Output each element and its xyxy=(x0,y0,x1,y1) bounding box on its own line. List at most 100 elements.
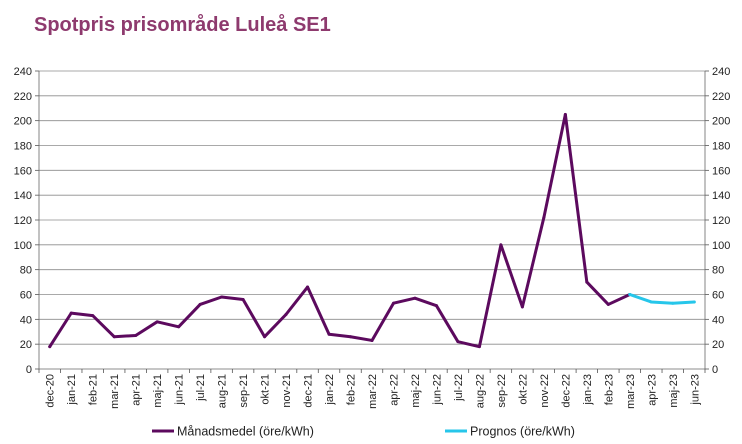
y-tick-label-left: 60 xyxy=(20,290,32,302)
data-point-prognos xyxy=(692,300,696,304)
x-tick-label: sep-21 xyxy=(238,374,250,408)
y-tick-label-right: 120 xyxy=(712,215,730,227)
x-tick-label: maj-21 xyxy=(152,374,164,408)
data-point-manadsmedel xyxy=(349,335,353,339)
y-tick-label-left: 180 xyxy=(14,141,32,153)
data-point-manadsmedel xyxy=(585,280,589,284)
y-tick-label-right: 80 xyxy=(712,265,724,277)
x-tick-label: mar-22 xyxy=(367,374,379,409)
x-tick-label: aug-21 xyxy=(217,374,229,408)
y-tick-label-right: 140 xyxy=(712,190,730,202)
chart-title: Spotpris prisområde Luleå SE1 xyxy=(34,14,331,36)
x-tick-label: jan-23 xyxy=(582,374,594,406)
data-point-manadsmedel xyxy=(241,297,245,301)
y-tick-label-right: 160 xyxy=(712,165,730,177)
data-point-manadsmedel xyxy=(177,325,181,329)
gridlines xyxy=(39,70,705,345)
x-tick-label: jul-21 xyxy=(195,374,207,402)
x-tick-label: apr-22 xyxy=(388,374,400,406)
data-point-manadsmedel xyxy=(155,320,159,324)
y-tick-label-right: 60 xyxy=(712,290,724,302)
y-tick-label-left: 100 xyxy=(14,240,32,252)
y-tick-label-right: 180 xyxy=(712,141,730,153)
series-line-manadsmedel xyxy=(48,112,632,349)
y-tick-label-right: 20 xyxy=(712,339,724,351)
y-tick-label-right: 40 xyxy=(712,314,724,326)
x-tick-label: feb-22 xyxy=(346,374,358,405)
data-point-manadsmedel xyxy=(112,335,116,339)
data-point-prognos xyxy=(671,301,675,305)
x-axis: dec-20 jan-21 feb-21 mar-21 apr-21 maj-21 jun-… xyxy=(45,374,702,409)
y-tick-label-left: 200 xyxy=(14,116,32,128)
data-point-manadsmedel xyxy=(69,311,73,315)
data-point-prognos xyxy=(628,293,632,296)
x-tick-label: jun-21 xyxy=(174,374,186,406)
y-tick-label-left: 240 xyxy=(14,66,32,78)
y-tick-label-right: 200 xyxy=(712,116,730,128)
x-tick-label: jul-22 xyxy=(453,374,465,402)
data-point-manadsmedel xyxy=(220,295,224,299)
data-point-manadsmedel xyxy=(327,332,331,336)
data-point-manadsmedel xyxy=(499,243,503,247)
x-tick-label: nov-21 xyxy=(281,374,293,408)
y-tick-label-right: 220 xyxy=(712,91,730,103)
data-point-manadsmedel xyxy=(263,335,267,339)
x-tick-label: mar-21 xyxy=(109,374,121,409)
y-tick-label-left: 80 xyxy=(20,265,32,277)
data-point-manadsmedel xyxy=(477,345,481,349)
data-point-manadsmedel xyxy=(606,302,610,306)
y-tick-label-left: 120 xyxy=(14,215,32,227)
x-tick-label: okt-21 xyxy=(260,374,272,405)
y-axis-left: 0 20 40 60 80 100 120 140 160 180 200 220 240 xyxy=(14,66,32,376)
x-tick-label: mar-23 xyxy=(625,374,637,409)
data-point-manadsmedel xyxy=(370,338,374,342)
y-tick-label-left: 140 xyxy=(14,190,32,202)
data-point-manadsmedel xyxy=(434,304,438,308)
y-tick-label-left: 40 xyxy=(20,314,32,326)
data-point-manadsmedel xyxy=(198,302,202,306)
x-tick-label: apr-21 xyxy=(131,374,143,406)
y-tick-label-left: 0 xyxy=(26,364,32,376)
x-tick-label: apr-23 xyxy=(646,374,658,406)
y-tick-label-left: 20 xyxy=(20,339,32,351)
y-tick-label-right: 100 xyxy=(712,240,730,252)
data-point-manadsmedel xyxy=(306,285,310,289)
x-tick-label: nov-22 xyxy=(539,374,551,408)
y-tick-label-left: 220 xyxy=(14,91,32,103)
legend: Månadsmedel (öre/kWh) Prognos (öre/kWh) xyxy=(152,425,575,439)
y-tick-label-left: 160 xyxy=(14,165,32,177)
x-tick-label: sep-22 xyxy=(496,374,508,408)
x-tick-label: jan-22 xyxy=(324,374,336,406)
x-tick-label: jan-21 xyxy=(66,374,78,406)
x-tick-label: feb-23 xyxy=(603,374,615,405)
x-tick-label: aug-22 xyxy=(474,374,486,408)
data-point-manadsmedel xyxy=(456,340,460,344)
x-tick-label: maj-22 xyxy=(410,374,422,408)
series-line-prognos xyxy=(628,293,696,305)
x-tick-label: dec-20 xyxy=(45,374,57,408)
axes xyxy=(35,70,709,373)
legend-label-prognos: Prognos (öre/kWh) xyxy=(470,425,575,439)
x-tick-label: dec-22 xyxy=(560,374,572,408)
data-point-manadsmedel xyxy=(520,305,524,309)
data-point-manadsmedel xyxy=(391,301,395,305)
data-point-manadsmedel xyxy=(48,345,52,349)
data-point-manadsmedel xyxy=(542,216,546,220)
data-point-prognos xyxy=(649,300,653,304)
data-point-manadsmedel xyxy=(134,333,138,337)
x-tick-label: okt-22 xyxy=(517,374,529,405)
x-tick-label: maj-23 xyxy=(668,374,680,408)
legend-label-manadsmedel: Månadsmedel (öre/kWh) xyxy=(177,425,314,439)
x-tick-label: feb-21 xyxy=(88,374,100,405)
series-lines xyxy=(48,112,696,349)
data-point-manadsmedel xyxy=(284,312,288,316)
data-point-manadsmedel xyxy=(413,296,417,300)
y-tick-label-right: 0 xyxy=(712,364,718,376)
y-axis-right: 0 20 40 60 80 100 120 140 160 180 200 220 240 xyxy=(712,66,730,376)
x-tick-label: jun-22 xyxy=(431,374,443,406)
x-tick-label: dec-21 xyxy=(303,374,315,408)
data-point-manadsmedel xyxy=(91,314,95,318)
x-tick-label: jun-23 xyxy=(689,374,701,406)
data-point-manadsmedel xyxy=(563,112,567,116)
